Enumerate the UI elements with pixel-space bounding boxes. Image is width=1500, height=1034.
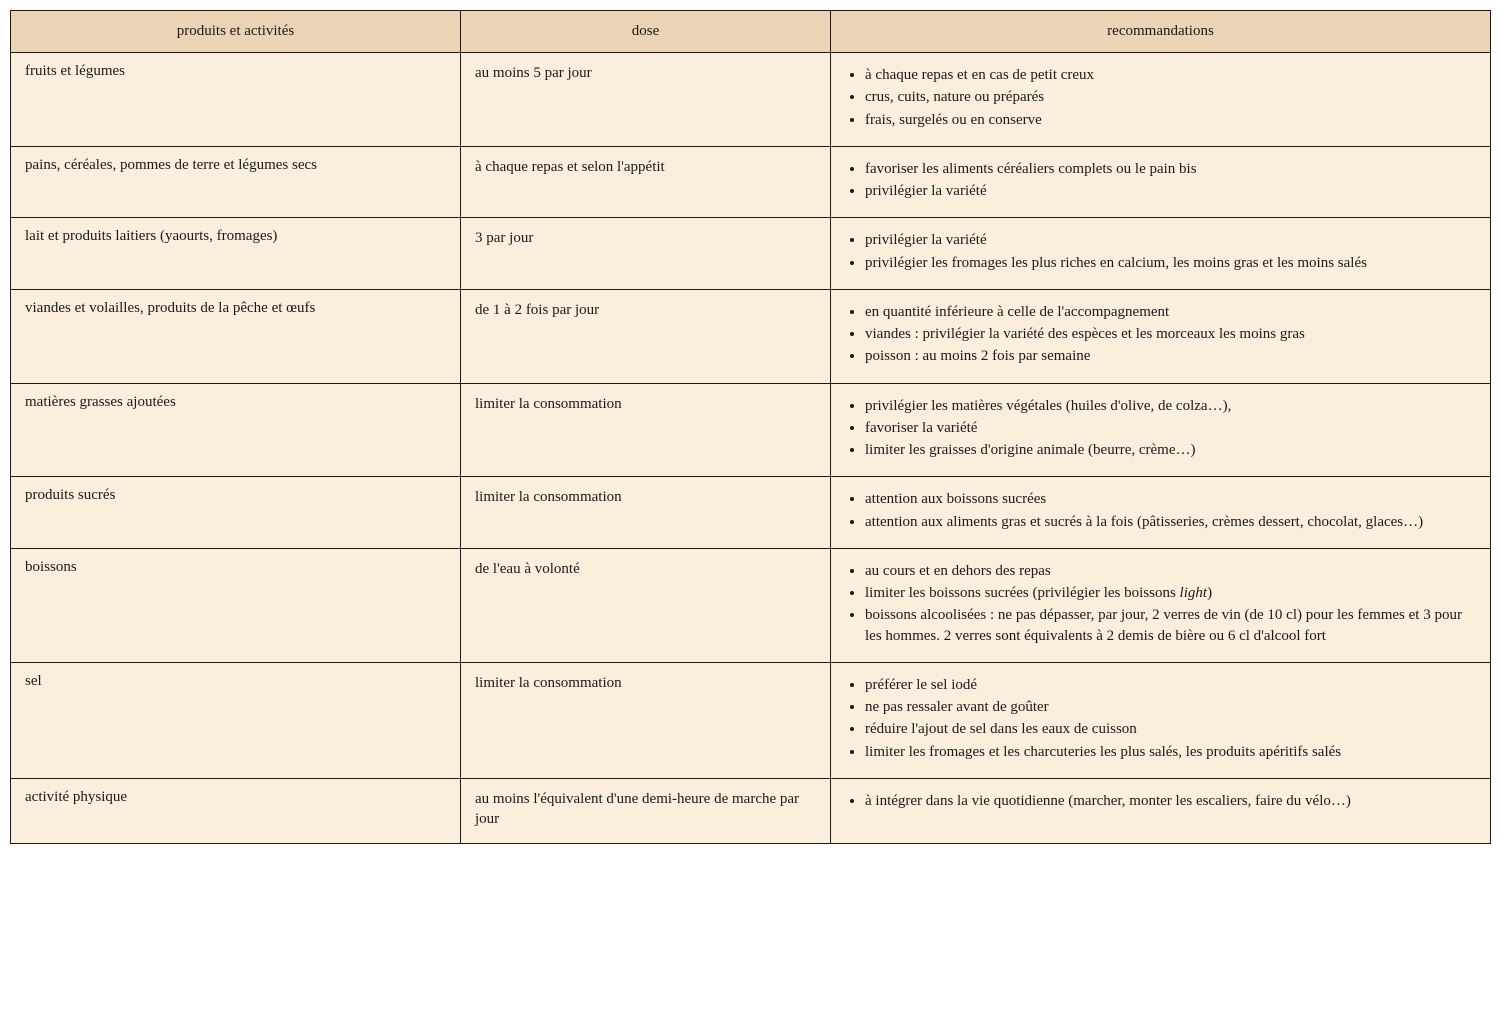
list-item: ne pas ressaler avant de goûter — [865, 697, 1476, 717]
nutrition-table: produits et activités dose recommandatio… — [10, 10, 1491, 844]
cell-recommendations: à intégrer dans la vie quotidienne (marc… — [831, 778, 1491, 844]
cell-recommendations: à chaque repas et en cas de petit creuxc… — [831, 53, 1491, 147]
cell-product: sel — [11, 662, 461, 778]
list-item: au cours et en dehors des repas — [865, 561, 1476, 581]
cell-dose: limiter la consommation — [461, 662, 831, 778]
recommendations-list: favoriser les aliments céréaliers comple… — [845, 159, 1476, 202]
cell-dose: au moins 5 par jour — [461, 53, 831, 147]
list-item: limiter les boissons sucrées (privilégie… — [865, 583, 1476, 603]
recommendations-list: au cours et en dehors des repaslimiter l… — [845, 561, 1476, 646]
cell-dose: limiter la consommation — [461, 383, 831, 477]
cell-product: matières grasses ajoutées — [11, 383, 461, 477]
table-header-row: produits et activités dose recommandatio… — [11, 11, 1491, 53]
col-header-recommandations: recommandations — [831, 11, 1491, 53]
table-row: activité physiqueau moins l'équivalent d… — [11, 778, 1491, 844]
list-item: préférer le sel iodé — [865, 675, 1476, 695]
list-item: privilégier les matières végétales (huil… — [865, 396, 1476, 416]
cell-product: fruits et légumes — [11, 53, 461, 147]
cell-recommendations: privilégier les matières végétales (huil… — [831, 383, 1491, 477]
cell-dose: à chaque repas et selon l'appétit — [461, 146, 831, 218]
cell-product: boissons — [11, 548, 461, 662]
cell-recommendations: préférer le sel iodéne pas ressaler avan… — [831, 662, 1491, 778]
cell-product: produits sucrés — [11, 477, 461, 549]
list-item: privilégier la variété — [865, 181, 1476, 201]
cell-dose: au moins l'équivalent d'une demi-heure d… — [461, 778, 831, 844]
list-item: favoriser la variété — [865, 418, 1476, 438]
list-item: favoriser les aliments céréaliers comple… — [865, 159, 1476, 179]
cell-dose: 3 par jour — [461, 218, 831, 290]
table-row: matières grasses ajoutéeslimiter la cons… — [11, 383, 1491, 477]
cell-product: lait et produits laitiers (yaourts, from… — [11, 218, 461, 290]
col-header-dose: dose — [461, 11, 831, 53]
col-header-produits: produits et activités — [11, 11, 461, 53]
list-item: viandes : privilégier la variété des esp… — [865, 324, 1476, 344]
recommendations-list: privilégier la variété privilégier les fr… — [845, 230, 1476, 273]
list-item: privilégier les fromages les plus riches… — [865, 253, 1476, 273]
cell-recommendations: en quantité inférieure à celle de l'acco… — [831, 289, 1491, 383]
cell-product: viandes et volailles, produits de la pêc… — [11, 289, 461, 383]
cell-product: pains, céréales, pommes de terre et légu… — [11, 146, 461, 218]
list-item: en quantité inférieure à celle de l'acco… — [865, 302, 1476, 322]
table-row: produits sucréslimiter la consommation at… — [11, 477, 1491, 549]
cell-recommendations: privilégier la variété privilégier les fr… — [831, 218, 1491, 290]
list-item: attention aux boissons sucrées — [865, 489, 1476, 509]
list-item: réduire l'ajout de sel dans les eaux de … — [865, 719, 1476, 739]
cell-recommendations: favoriser les aliments céréaliers comple… — [831, 146, 1491, 218]
table-row: boissonsde l'eau à volontéau cours et en… — [11, 548, 1491, 662]
table-row: lait et produits laitiers (yaourts, from… — [11, 218, 1491, 290]
table-row: fruits et légumesau moins 5 par jourà ch… — [11, 53, 1491, 147]
list-item: limiter les fromages et les charcuteries… — [865, 742, 1476, 762]
list-item: boissons alcoolisées : ne pas dépasser, … — [865, 605, 1476, 646]
cell-dose: limiter la consommation — [461, 477, 831, 549]
list-item: poisson : au moins 2 fois par semaine — [865, 346, 1476, 366]
cell-dose: de 1 à 2 fois par jour — [461, 289, 831, 383]
list-item: attention aux aliments gras et sucrés à … — [865, 512, 1476, 532]
list-item: à intégrer dans la vie quotidienne (marc… — [865, 791, 1476, 811]
list-item: frais, surgelés ou en conserve — [865, 110, 1476, 130]
cell-recommendations: au cours et en dehors des repaslimiter l… — [831, 548, 1491, 662]
cell-product: activité physique — [11, 778, 461, 844]
list-item: limiter les graisses d'origine animale (… — [865, 440, 1476, 460]
recommendations-list: préférer le sel iodéne pas ressaler avan… — [845, 675, 1476, 762]
list-item: crus, cuits, nature ou préparés — [865, 87, 1476, 107]
cell-dose: de l'eau à volonté — [461, 548, 831, 662]
list-item: à chaque repas et en cas de petit creux — [865, 65, 1476, 85]
recommendations-list: privilégier les matières végétales (huil… — [845, 396, 1476, 461]
recommendations-list: attention aux boissons sucrées attention … — [845, 489, 1476, 532]
recommendations-list: à chaque repas et en cas de petit creuxc… — [845, 65, 1476, 130]
cell-recommendations: attention aux boissons sucrées attention … — [831, 477, 1491, 549]
table-row: viandes et volailles, produits de la pêc… — [11, 289, 1491, 383]
recommendations-list: en quantité inférieure à celle de l'acco… — [845, 302, 1476, 367]
table-row: sellimiter la consommationpréférer le se… — [11, 662, 1491, 778]
recommendations-list: à intégrer dans la vie quotidienne (marc… — [845, 791, 1476, 811]
list-item: privilégier la variété — [865, 230, 1476, 250]
table-row: pains, céréales, pommes de terre et légu… — [11, 146, 1491, 218]
